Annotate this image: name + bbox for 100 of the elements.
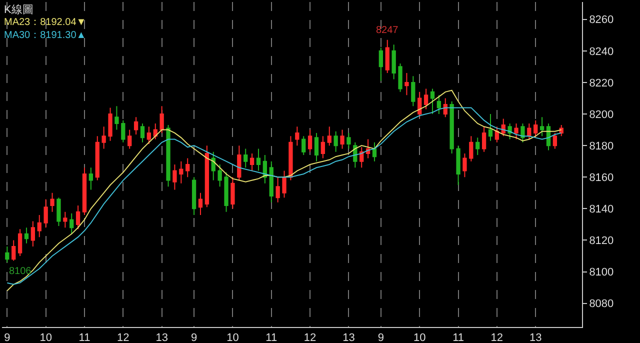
candlestick (18, 228, 22, 256)
candlestick (320, 136, 326, 159)
y-tick-label: 8220 (589, 77, 614, 90)
y-tick-label: 8140 (589, 204, 614, 216)
x-tick-label: 11 (452, 332, 464, 343)
candlestick (534, 120, 538, 138)
chart-title: K線圖 (4, 4, 34, 16)
candlestick (302, 136, 306, 156)
candlestick (244, 148, 248, 168)
x-tick-label: 12 (490, 332, 504, 343)
candlestick (140, 122, 145, 143)
y-tick-label: 8100 (589, 266, 614, 279)
candlestick (392, 44, 396, 80)
candlestick (63, 211, 68, 228)
candlestick (398, 63, 402, 92)
candlestick (340, 129, 344, 150)
candlestick (134, 116, 138, 136)
x-tick-label: 9 (4, 332, 10, 343)
candlestick (508, 122, 512, 140)
candlestick (102, 126, 106, 150)
candlestick (237, 145, 242, 181)
candlestick (540, 116, 544, 137)
x-tick-label: 10 (40, 332, 52, 343)
y-tick-label: 8200 (589, 108, 614, 121)
x-tick-label: 10 (226, 332, 239, 343)
candlestick (411, 76, 416, 107)
candlestick (546, 122, 551, 151)
candlestick (436, 94, 442, 115)
candlestick (50, 192, 54, 212)
candlestick (514, 122, 518, 140)
candlestick (494, 126, 500, 143)
candlestick (527, 122, 532, 140)
candlestick (12, 240, 16, 262)
candlestick (418, 91, 422, 118)
text: MA30：8191.30▲ (4, 30, 86, 41)
x-tick-label: 10 (413, 332, 426, 343)
x-tick-label: 13 (529, 332, 542, 343)
candlestick (346, 132, 351, 150)
candlestick (204, 145, 210, 208)
candlestick (269, 160, 274, 203)
candlestick (250, 152, 254, 172)
x-tick-label: 9 (378, 332, 384, 343)
candlestick (385, 39, 390, 74)
candlestick (282, 170, 286, 198)
candlestick (488, 114, 493, 142)
candlestick (24, 227, 29, 244)
candlestick (378, 47, 384, 82)
candlestick (552, 132, 558, 150)
annotation: 8106 (9, 266, 32, 277)
y-tick-label: 8260 (589, 14, 614, 26)
candlestick (456, 145, 460, 186)
candlestick (256, 148, 261, 172)
candlestick (308, 129, 312, 152)
x-tick-label: 12 (304, 332, 316, 343)
candlestick (469, 136, 474, 162)
candlestick (211, 151, 216, 181)
x-tick-label: 13 (156, 332, 168, 343)
candlestick (295, 126, 300, 146)
x-tick-label: 11 (266, 332, 278, 343)
candlestick (198, 192, 203, 216)
candlestick (327, 126, 332, 146)
candlestick (218, 164, 222, 188)
annotation: 8247 (376, 25, 399, 36)
candlestick (501, 118, 506, 137)
candlestick (128, 129, 132, 150)
candlestick (443, 98, 448, 118)
candlestick (372, 142, 377, 162)
candlestick (44, 198, 48, 228)
candlestick (476, 137, 480, 156)
candlestick (430, 88, 435, 115)
candlestick (76, 205, 80, 230)
y-tick-label: 8160 (589, 172, 614, 184)
candlestick (146, 126, 152, 144)
candlestick (276, 176, 280, 203)
candlestick (334, 130, 338, 152)
candlestick (5, 246, 10, 263)
candlestick (424, 88, 428, 110)
candlestick (314, 132, 319, 162)
x-tick-label: 13 (342, 332, 355, 343)
candlestick (230, 176, 235, 210)
candlestick (450, 100, 454, 154)
candlestick (95, 136, 100, 181)
candlestick (88, 167, 94, 190)
candlestick (186, 158, 190, 178)
candlestick (37, 214, 42, 238)
x-tick-label: 9 (190, 332, 198, 343)
candlestick (160, 106, 164, 134)
x-tick-label: 12 (117, 332, 130, 343)
text: MA23：8192.04▼ (4, 17, 86, 28)
candlestick (166, 124, 170, 188)
candlestick (262, 154, 268, 184)
candlestick (482, 126, 486, 152)
candlestick (462, 152, 467, 178)
candlestick (70, 212, 74, 234)
candlestick (108, 107, 112, 142)
candlestick (404, 72, 409, 96)
x-tick-label: 11 (78, 332, 90, 343)
candlestick (30, 220, 36, 248)
candlestick (121, 120, 126, 143)
candlestick (224, 172, 228, 212)
